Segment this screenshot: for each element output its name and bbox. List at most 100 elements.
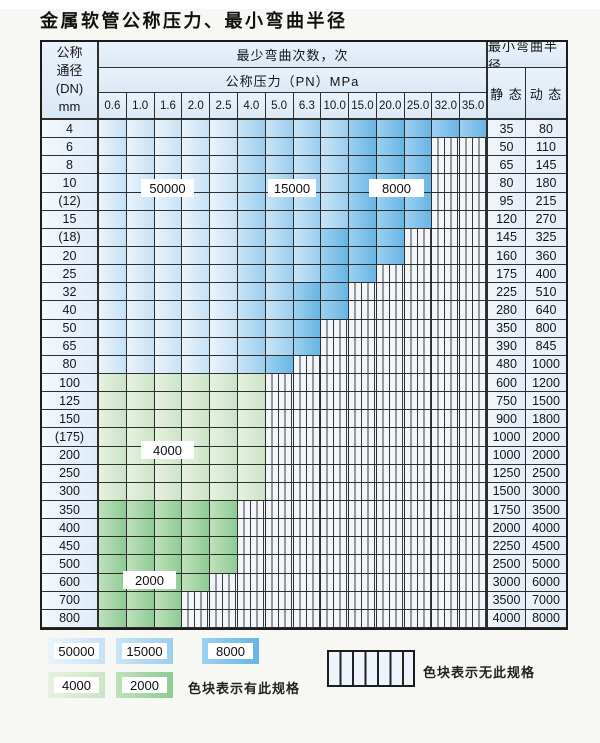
- cycle-cell-dn300-p2.5-4000: [210, 482, 238, 501]
- no-spec-cell-dn(12)-p32.0: [432, 192, 461, 211]
- no-spec-cell-dn800-p5.0: [265, 609, 294, 628]
- cycle-cell-dn600-p2.0-2000: [182, 573, 211, 592]
- pressure-header-35.0: 35.0: [460, 93, 488, 120]
- dynamic-radius-cell-700: 7000: [526, 591, 566, 610]
- no-spec-cell-dn80-p32.0: [432, 355, 461, 374]
- no-spec-cell-dn100-p20.0: [376, 373, 405, 393]
- no-spec-cell-dn125-p20.0: [376, 392, 405, 411]
- no-spec-cell-dn125-p32.0: [432, 392, 461, 411]
- cycle-cell-dn8-p2.0-50000: [182, 156, 211, 175]
- no-spec-cell-dn6-p35.0: [460, 138, 488, 157]
- no-spec-cell-dn800-p35.0: [460, 609, 488, 628]
- cycle-cell-dn8-p1.0-50000: [126, 156, 155, 175]
- dynamic-radius-cell-300: 3000: [526, 482, 566, 501]
- no-spec-cell-dn600-p25.0: [404, 573, 433, 592]
- static-radius-cell-4: 35: [488, 120, 526, 139]
- no-spec-cell-dn800-p15.0: [349, 609, 377, 628]
- no-spec-cell-dn150-p35.0: [460, 410, 488, 429]
- cycle-cell-dn65-p2.5-50000: [210, 337, 238, 356]
- no-spec-cell-dn350-p10.0: [321, 500, 350, 520]
- no-spec-cell-dn450-p35.0: [460, 537, 488, 556]
- no-spec-cell-dn80-p20.0: [376, 355, 405, 374]
- cycle-cell-dn4-p0.6-50000: [99, 120, 127, 139]
- no-spec-cell-dn300-p15.0: [349, 482, 377, 501]
- no-spec-cell-dn600-p35.0: [460, 573, 488, 592]
- cycle-cell-dn4-p20.0-8000: [376, 120, 405, 139]
- no-spec-cell-dn150-p10.0: [321, 410, 350, 429]
- cycle-cell-dn6-p2.5-50000: [210, 138, 238, 157]
- cycle-cell-dn(12)-p20.0-8000: [376, 192, 405, 211]
- cycle-cell-dn450-p1.0-2000: [126, 537, 155, 556]
- no-spec-cell-dn32-p25.0: [404, 283, 433, 302]
- cycle-cell-dn100-p4.0-4000: [237, 373, 266, 393]
- dn-cell-50: 50: [42, 319, 99, 338]
- cycle-cell-dn300-p1.6-4000: [154, 482, 183, 501]
- cycle-cell-dn8-p2.5-50000: [210, 156, 238, 175]
- cycle-cell-dn4-p5.0-15000: [265, 120, 294, 139]
- header-dn-line2: 通径: [56, 63, 83, 78]
- pressure-header-1.6: 1.6: [154, 93, 183, 120]
- pressure-header-32.0: 32.0: [432, 93, 461, 120]
- dn-cell-40: 40: [42, 301, 99, 320]
- no-spec-cell-dn125-p6.3: [293, 392, 322, 411]
- legend-has-spec-text: 色块表示有此规格: [188, 681, 301, 696]
- cycle-cell-dn20-p2.0-50000: [182, 246, 211, 266]
- cycle-cell-dn125-p4.0-4000: [237, 392, 266, 411]
- header-dn: 公称 通径 (DN) mm: [42, 42, 99, 120]
- no-spec-cell-dn10-p32.0: [432, 174, 461, 193]
- cycle-cell-dn32-p6.3-8000: [293, 283, 322, 302]
- cycle-cell-dn15-p25.0-8000: [404, 210, 433, 229]
- no-spec-cell-dn(175)-p35.0: [460, 428, 488, 447]
- cycle-cell-dn15-p0.6-50000: [99, 210, 127, 229]
- pressure-header-0.6: 0.6: [99, 93, 127, 120]
- cycle-cell-dn(175)-p4.0-4000: [237, 428, 266, 447]
- static-radius-cell-800: 4000: [488, 609, 526, 628]
- no-spec-cell-dn400-p35.0: [460, 519, 488, 538]
- cycle-cell-dn25-p1.6-50000: [154, 265, 183, 284]
- cycle-cell-dn15-p10.0-15000: [321, 210, 350, 229]
- dynamic-radius-cell-200: 2000: [526, 446, 566, 465]
- cycle-cell-dn50-p1.0-50000: [126, 319, 155, 338]
- no-spec-cell-dn700-p35.0: [460, 591, 488, 610]
- static-radius-cell-10: 80: [488, 174, 526, 193]
- dn-cell-700: 700: [42, 591, 99, 610]
- no-spec-cell-dn250-p10.0: [321, 464, 350, 483]
- no-spec-cell-dn800-p2.0: [182, 609, 211, 628]
- no-spec-cell-dn80-p25.0: [404, 355, 433, 374]
- cycle-cell-dn80-p1.0-50000: [126, 355, 155, 374]
- cycle-cell-dn250-p1.0-4000: [126, 464, 155, 483]
- cycle-cell-dn700-p1.0-2000: [126, 591, 155, 610]
- no-spec-cell-dn100-p25.0: [404, 373, 433, 393]
- no-spec-cell-dn(18)-p35.0: [460, 228, 488, 247]
- no-spec-cell-dn700-p4.0: [237, 591, 266, 610]
- cycle-cell-dn8-p4.0-15000: [237, 156, 266, 175]
- region-label-8000: 8000: [369, 179, 424, 197]
- cycle-cell-dn350-p1.6-2000: [154, 500, 183, 520]
- cycle-cell-dn500-p2.0-2000: [182, 555, 211, 574]
- pressure-header-2.5: 2.5: [210, 93, 238, 120]
- cycle-cell-dn50-p4.0-15000: [237, 319, 266, 338]
- no-spec-cell-dn20-p25.0: [404, 246, 433, 266]
- no-spec-cell-dn25-p35.0: [460, 265, 488, 284]
- cycle-cell-dn6-p10.0-15000: [321, 138, 350, 157]
- no-spec-cell-dn(175)-p15.0: [349, 428, 377, 447]
- cycle-cell-dn80-p2.5-50000: [210, 355, 238, 374]
- cycle-cell-dn700-p0.6-2000: [99, 591, 127, 610]
- legend-swatch-8000: 8000: [202, 638, 259, 664]
- no-spec-cell-dn100-p15.0: [349, 373, 377, 393]
- dynamic-radius-cell-400: 4000: [526, 519, 566, 538]
- no-spec-cell-dn500-p20.0: [376, 555, 405, 574]
- cycle-cell-dn4-p1.6-50000: [154, 120, 183, 139]
- cycle-cell-dn350-p2.5-2000: [210, 500, 238, 520]
- cycle-cell-dn80-p0.6-50000: [99, 355, 127, 374]
- cycle-cell-dn250-p0.6-4000: [99, 464, 127, 483]
- no-spec-cell-dn(18)-p25.0: [404, 228, 433, 247]
- no-spec-cell-dn700-p10.0: [321, 591, 350, 610]
- no-spec-cell-dn200-p6.3: [293, 446, 322, 465]
- no-spec-cell-dn40-p35.0: [460, 301, 488, 320]
- static-radius-cell-(175): 1000: [488, 428, 526, 447]
- dynamic-radius-cell-150: 1800: [526, 410, 566, 429]
- no-spec-cell-dn25-p20.0: [376, 265, 405, 284]
- static-radius-cell-40: 280: [488, 301, 526, 320]
- cycle-cell-dn200-p4.0-4000: [237, 446, 266, 465]
